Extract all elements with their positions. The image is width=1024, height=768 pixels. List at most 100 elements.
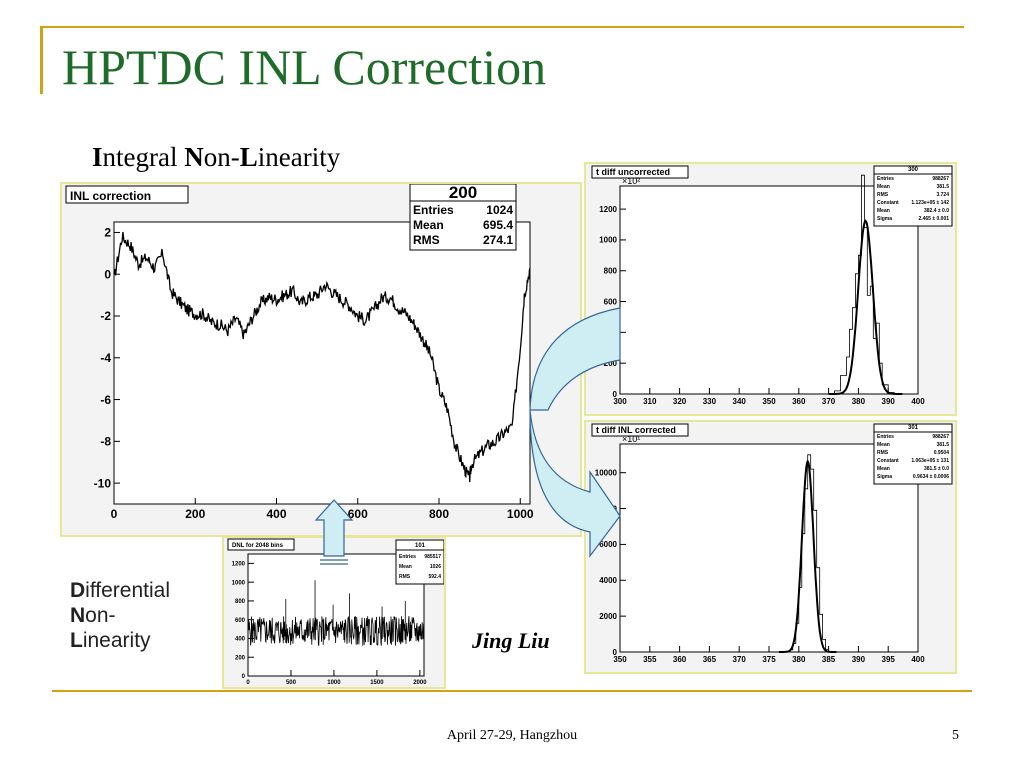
page-number: 5 [952, 728, 959, 743]
dnl-y-tick-label-5: 1000 [232, 580, 246, 586]
dnl-stats-name: 101 [415, 543, 426, 549]
uncorrected-x-tick-label-1: 310 [643, 397, 657, 406]
corrected-x-tick-label-6: 380 [792, 655, 806, 664]
corrected-y-multiplier: ×10¹ [622, 434, 640, 444]
inl-stats-name: 200 [449, 184, 477, 202]
inl-x-tick-label-5: 1000 [507, 507, 534, 521]
uncorrected-stats-label-1: Mean [877, 184, 890, 190]
uncorrected-title-box [591, 165, 689, 179]
uncorrected-stats-label-4: Mean [877, 208, 890, 214]
inl-stats-label-2: RMS [413, 233, 440, 247]
uncorrected-stats-name: 300 [908, 167, 919, 173]
corrected-x-tick-label-8: 390 [852, 655, 866, 664]
uncorrected-x-tick-label-10: 400 [911, 397, 925, 406]
subtitle-part-inearity: inearity [257, 142, 341, 172]
dnl-x-tick-label-0: 0 [246, 680, 250, 686]
corrected-x-tick-label-1: 355 [643, 655, 657, 664]
corrected-chart-panel: 350 355 360 365 370 375 380 385 390 395 400 0 2000 40… [584, 420, 957, 674]
dnl-y-tick-label-2: 400 [235, 637, 246, 643]
inl-x-tick-label-4: 800 [429, 507, 449, 521]
corrected-x-tick-label-7: 385 [822, 655, 836, 664]
inl-y-tick-label-6: -10 [94, 476, 112, 490]
corrected-y-tick-label-2: 4000 [599, 576, 617, 585]
inl-x-tick-label-1: 200 [185, 507, 205, 521]
corrected-stats-value-1: 381.5 [936, 442, 949, 448]
uncorrected-y-tick-label-1: 200 [604, 359, 618, 368]
dnl-plot-frame [247, 553, 425, 677]
dnl-x-tick-label-2: 1000 [327, 680, 341, 686]
dnl-label-line-2: Non- [70, 603, 170, 628]
corrected-chart: 350 355 360 365 370 375 380 385 390 395 4000200040… [591, 423, 953, 664]
inl-chart: 0 200 400 600 800 1000 2 0 -2 -4 -6 -8 -10 INL correc… [65, 184, 534, 521]
corrected-y-tick-label-3: 6000 [599, 540, 617, 549]
corrected-stats-label-2: RMS [877, 450, 889, 456]
dnl-initial-l: L [70, 629, 83, 652]
uncorrected-gaussian-fit [828, 219, 903, 395]
inl-chart-panel: 0 200 400 600 800 1000 2 0 -2 -4 -6 -8 -10 INL correc… [60, 182, 582, 537]
corrected-stats-value-0: 988267 [932, 434, 949, 440]
uncorrected-stats-label-5: Sigma [877, 216, 892, 222]
corrected-stats-label-1: Mean [877, 442, 890, 448]
dnl-y-tick-label-6: 1200 [232, 561, 246, 567]
corrected-y-tick-label-0: 0 [613, 648, 618, 657]
uncorrected-chart-panel: 300 310 320 330 340 350 360 370 380 390 400 0 200 400… [584, 162, 957, 416]
corrected-stats-value-5: 0.9634 ± 0.0006 [913, 474, 949, 480]
corrected-x-tick-label-10: 400 [911, 655, 925, 664]
dnl-label-line-3: Linearity [70, 628, 170, 653]
corrected-plot-frame [619, 443, 919, 653]
inl-subtitle: Integral Non-Linearity [92, 144, 340, 171]
subtitle-part-on: on- [203, 142, 240, 172]
uncorrected-y-tick-label-2: 400 [604, 328, 618, 337]
dnl-initial-d: D [70, 579, 86, 602]
inl-y-tick-label-3: -4 [100, 351, 111, 365]
inl-x-tick-label-2: 400 [266, 507, 286, 521]
inl-series-line [113, 231, 531, 483]
corrected-y-tick-label-5: 10000 [595, 468, 618, 477]
corrected-x-tick-label-9: 395 [882, 655, 896, 664]
inl-chart-title: INL correction [70, 189, 151, 203]
dnl-label-line-1: Differential [70, 578, 170, 603]
title-accent-bar [40, 26, 43, 94]
inl-stats-value-0: 1024 [486, 203, 513, 217]
author-name: Jing Liu [472, 628, 550, 653]
dnl-stats-box [395, 539, 444, 585]
uncorrected-x-tick-label-4: 340 [733, 397, 747, 406]
corrected-stats-value-3: 1.063e+05 ± 131 [911, 458, 949, 464]
inl-plot-frame [113, 221, 531, 505]
dnl-label: Differential Non- Linearity [70, 578, 170, 653]
uncorrected-chart: 300 310 320 330 340 350 360 370 380 390 400 0 200 400… [591, 165, 953, 406]
uncorrected-stats-label-2: RMS [877, 192, 889, 198]
uncorrected-stats-value-0: 988267 [932, 176, 949, 182]
inl-stats-label-0: Entries [413, 203, 454, 217]
uncorrected-y-multiplier: ×10² [622, 176, 640, 186]
uncorrected-x-tick-label-6: 360 [792, 397, 806, 406]
corrected-stats-label-4: Mean [877, 466, 890, 472]
inl-y-tick-label-4: -6 [100, 393, 111, 407]
corrected-x-tick-label-5: 375 [762, 655, 776, 664]
corrected-stats-value-4: 381.5 ± 0.0 [924, 466, 949, 472]
dnl-part-on: on- [85, 604, 116, 627]
dnl-stats-value-0: 985517 [424, 554, 441, 560]
dnl-initial-n: N [70, 604, 86, 627]
uncorrected-y-tick-label-6: 1200 [599, 205, 617, 214]
inl-x-tick-label-3: 600 [348, 507, 368, 521]
subtitle-initial-n: N [184, 142, 204, 172]
subtitle-initial-l: L [239, 142, 258, 172]
dnl-title-box [227, 538, 295, 551]
subtitle-part-ntegral: ntegral [102, 142, 185, 172]
uncorrected-x-tick-label-5: 350 [762, 397, 776, 406]
uncorrected-x-tick-label-3: 330 [703, 397, 717, 406]
corrected-stats-box [873, 423, 953, 485]
dnl-stats-label-2: RMS [399, 574, 411, 580]
uncorrected-chart-title: t diff uncorrected [596, 167, 670, 177]
inl-y-tick-label-5: -8 [100, 435, 111, 449]
inl-y-tick-label-1: 0 [104, 267, 111, 281]
dnl-series-band [247, 615, 425, 646]
dnl-part-ifferential: ifferential [85, 579, 171, 602]
dnl-chart-panel: 0 500 1000 1500 2000 0 200 400 600 800 1000 1200 DNL… [222, 536, 446, 689]
uncorrected-stats-box [873, 165, 953, 227]
subtitle-initial-i: I [92, 142, 103, 172]
uncorrected-histogram [828, 174, 895, 395]
title-rule [40, 26, 964, 28]
inl-y-tick-label-2: -2 [100, 309, 111, 323]
